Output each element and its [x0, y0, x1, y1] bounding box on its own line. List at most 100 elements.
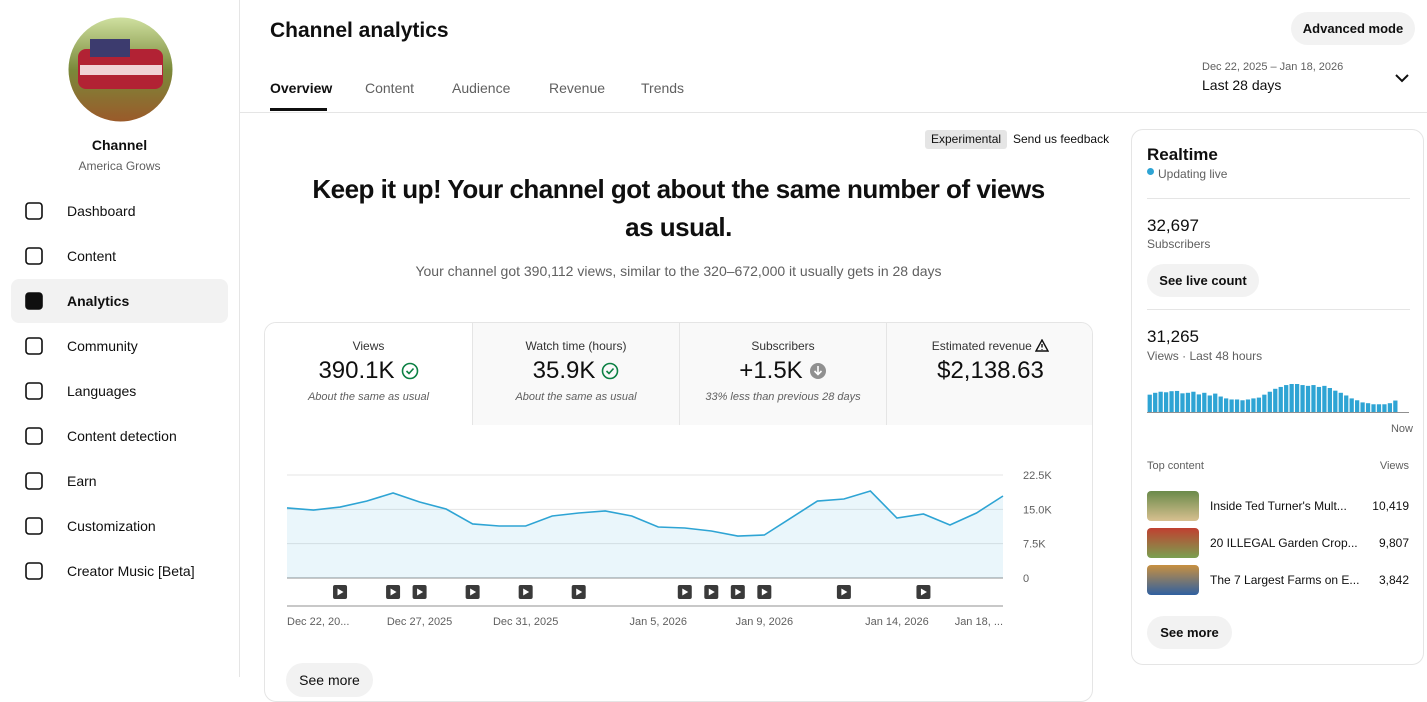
bar [1327, 388, 1332, 412]
date-range: Dec 22, 2025 – Jan 18, 2026 [1202, 61, 1344, 73]
realtime-panel: Realtime Updating live 32,697 Subscriber… [1131, 129, 1424, 665]
play-icon [523, 588, 530, 596]
nav-item[interactable]: Analytics [11, 279, 228, 323]
nav-item[interactable]: Creator Music [Beta] [11, 549, 228, 593]
realtime-title: Realtime [1147, 145, 1218, 164]
icon-shape [25, 472, 43, 490]
see-more-button[interactable]: See more [1147, 616, 1232, 649]
subhead: Your channel got 390,112 views, similar … [415, 263, 942, 279]
down-icon [809, 363, 826, 379]
nav-icon [25, 427, 43, 445]
play-icon [735, 588, 742, 596]
bar [1169, 391, 1174, 412]
nav-icon [25, 292, 43, 310]
video-marker[interactable] [916, 585, 931, 599]
period-dropdown[interactable] [1394, 72, 1410, 86]
thumbnail[interactable] [1147, 565, 1199, 595]
metric-value: $2,138.63 [937, 357, 1044, 384]
bar [1360, 402, 1365, 412]
bar [1262, 394, 1267, 412]
nav-item[interactable]: Content detection [11, 414, 228, 458]
video-marker[interactable] [465, 585, 480, 599]
page-title: Channel analytics [270, 19, 449, 42]
metric-note: About the same as usual [307, 391, 430, 403]
nav-item[interactable]: Earn [11, 459, 228, 503]
area [287, 491, 1003, 578]
period[interactable]: Last 28 days [1202, 77, 1282, 93]
tab[interactable]: Trends [641, 80, 685, 96]
subscriber-count: 32,697 [1147, 216, 1199, 235]
x-tick-label: Jan 5, 2026 [630, 616, 688, 628]
views-label: Views · Last 48 hours [1147, 349, 1263, 363]
bar [1240, 400, 1245, 412]
channel-avatar[interactable] [68, 17, 173, 122]
bar [1305, 385, 1311, 412]
bar [1289, 384, 1294, 412]
tab[interactable]: Audience [452, 80, 511, 96]
content-title[interactable]: Inside Ted Turner's Mult... [1210, 499, 1347, 513]
video-marker[interactable] [571, 585, 586, 599]
metric-label: Estimated revenue [887, 338, 1092, 353]
advanced-mode-button[interactable]: Advanced mode [1291, 12, 1415, 45]
thumbnail[interactable] [1147, 491, 1199, 521]
bar [1158, 391, 1163, 412]
video-marker[interactable] [518, 585, 533, 599]
video-marker[interactable] [333, 585, 348, 599]
tab[interactable]: Overview [270, 80, 333, 96]
bar [1300, 385, 1305, 412]
nav-item[interactable]: Dashboard [11, 189, 228, 233]
thumbnail[interactable] [1147, 528, 1199, 558]
live-count-button[interactable]: See live count [1147, 264, 1259, 297]
icon-shape [25, 247, 43, 265]
video-marker[interactable] [386, 585, 401, 599]
nav-item[interactable]: Community [11, 324, 228, 368]
play-icon [682, 588, 689, 596]
metric-label: Views [352, 339, 385, 353]
video-marker[interactable] [412, 585, 427, 599]
video-marker[interactable] [730, 585, 745, 599]
content-views: 9,807 [1378, 536, 1409, 550]
play-icon [708, 588, 715, 596]
bar [1147, 394, 1152, 412]
bar [1371, 404, 1376, 412]
nav-item[interactable]: Content [11, 234, 228, 278]
content-views: 3,842 [1378, 573, 1409, 587]
headline: Keep it up! Your channel got about the s… [312, 174, 1045, 204]
metric-tab[interactable]: Subscribers +1.5K 33% less than previous 2… [679, 323, 886, 425]
video-marker[interactable] [836, 585, 851, 599]
nav-label: Analytics [67, 293, 130, 309]
tab[interactable]: Revenue [549, 80, 606, 96]
nav-item[interactable]: Languages [11, 369, 228, 413]
nav-label: Languages [67, 383, 137, 399]
metric-value: +1.5K [739, 357, 803, 384]
metric-tab[interactable]: Watch time (hours) 35.9K About the same as… [472, 323, 679, 425]
top-content-label: Top content [1147, 460, 1204, 472]
bar [1387, 403, 1393, 412]
x-tick-label: Dec 31, 2025 [493, 616, 558, 628]
bar [1218, 396, 1223, 412]
metric-tab[interactable]: Views 390.1K About the same as usual [265, 323, 472, 425]
channel-title: Channel [91, 137, 148, 153]
y-tick-label: 0 [1023, 573, 1029, 585]
tab[interactable]: Content [365, 80, 415, 96]
video-marker[interactable] [704, 585, 719, 599]
bar [1338, 392, 1343, 412]
x-tick-label: Dec 22, 20... [287, 616, 349, 628]
icon-shape [25, 562, 43, 580]
metric-tab[interactable]: Estimated revenue $2,138.63 [886, 323, 1092, 425]
bar [1284, 385, 1289, 412]
feedback-link[interactable]: Send us feedback [1013, 132, 1110, 146]
x-tick-label: Now [1391, 423, 1413, 435]
nav-item[interactable]: Customization [11, 504, 228, 548]
content-title[interactable]: The 7 Largest Farms on E... [1210, 573, 1360, 587]
views-chart: 0 7.5K 15.0K 22.5K Dec 22, 20... Dec 27, 2025… [286, 470, 1052, 628]
content-title[interactable]: 20 ILLEGAL Garden Crop... [1210, 536, 1358, 550]
icon-shape [25, 427, 43, 445]
video-marker[interactable] [677, 585, 692, 599]
y-tick-label: 15.0K [1023, 504, 1052, 516]
bar [1267, 391, 1272, 412]
sidebar: Channel America Grows Dashboard Content An… [0, 0, 240, 677]
icon-shape [25, 382, 43, 400]
video-marker[interactable] [757, 585, 772, 599]
see-more-button[interactable]: See more [286, 663, 373, 697]
